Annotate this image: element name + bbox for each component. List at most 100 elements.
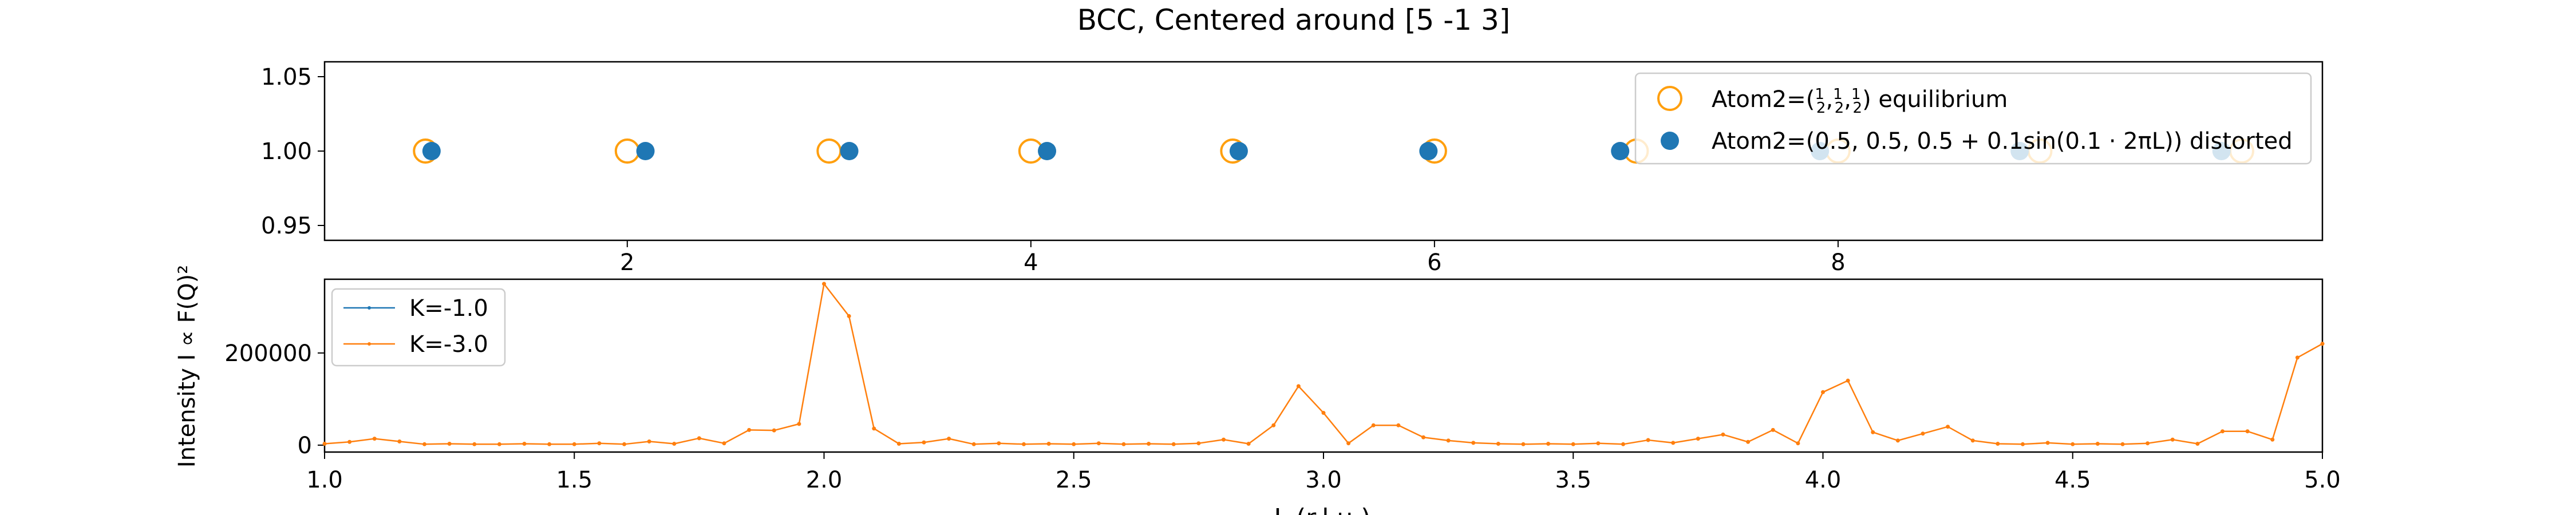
k3-point	[797, 422, 801, 426]
k3-point	[872, 426, 876, 431]
top-x-tick-label: 8	[1831, 249, 1845, 276]
legend-marker-equilibrium	[1657, 86, 1682, 111]
bottom-x-tick-label: 2.0	[806, 467, 843, 493]
k3-point	[1621, 442, 1625, 446]
k3-point	[1696, 437, 1700, 441]
top-y-tick-label: 0.95	[261, 213, 312, 239]
distorted-point	[840, 142, 859, 160]
k3-point	[922, 440, 926, 445]
k3-point	[1147, 442, 1151, 446]
k3-point	[447, 442, 452, 446]
k3-point	[1796, 441, 1800, 446]
k3-point	[1671, 441, 1676, 445]
top-y-tick-label: 1.05	[261, 64, 312, 90]
k3-point	[1121, 442, 1126, 446]
top-legend: Atom2=(1 2,1 2,1 2) equilibrium Atom2=(0.5,…	[1634, 72, 2312, 165]
k3-point	[1196, 441, 1201, 446]
k3-point	[2195, 442, 2200, 446]
k3-point	[2270, 437, 2275, 442]
k3-point	[2071, 442, 2075, 446]
k3-point	[1821, 390, 1825, 394]
bottom-x-tick-label: 4.0	[1805, 467, 1842, 493]
k3-point	[1521, 442, 1526, 446]
legend-dot-k3	[368, 342, 371, 346]
bottom-x-axis-label: L (r.l.u.)	[1274, 504, 1371, 515]
figure-title: BCC, Centered around [5 -1 3]	[1077, 3, 1511, 37]
k3-point	[2095, 442, 2100, 446]
series-line-k3	[324, 283, 2323, 445]
k3-point	[1022, 442, 1026, 446]
bottom-y-axis-label: Intensity I ∝ F(Q)²	[174, 265, 200, 468]
bottom-y-tick-label: 0	[298, 433, 312, 459]
k3-point	[397, 439, 402, 443]
equilibrium-point	[614, 138, 640, 164]
legend-dot-k1	[368, 306, 371, 310]
k3-point	[2120, 442, 2125, 446]
k3-point	[597, 441, 602, 446]
k3-point	[2295, 355, 2300, 360]
k3-point	[1571, 442, 1575, 446]
equilibrium-point	[816, 138, 842, 164]
k3-point	[697, 436, 701, 441]
bottom-x-tick-label: 5.0	[2304, 467, 2341, 493]
k3-point	[497, 442, 501, 446]
k3-point	[2320, 342, 2325, 346]
top-legend-box	[1634, 72, 2312, 165]
k3-point	[422, 442, 426, 446]
k3-point	[896, 442, 901, 446]
k3-point	[822, 282, 826, 286]
top-x-tick-label: 2	[620, 249, 634, 276]
k3-point	[847, 314, 851, 318]
k3-point	[672, 442, 677, 446]
k3-point	[1646, 438, 1650, 442]
k3-point	[1271, 423, 1276, 427]
legend-label-distorted: Atom2=(0.5, 0.5, 0.5 + 0.1sin(0.1 · 2πL)…	[1712, 128, 2293, 154]
k3-point	[347, 439, 352, 444]
k3-point	[1895, 438, 1900, 443]
legend-marker-distorted	[1661, 132, 1679, 150]
legend-label-k1: K=-1.0	[409, 295, 488, 322]
top-x-tick-label: 4	[1024, 249, 1038, 276]
bottom-x-tick-label: 1.5	[556, 467, 592, 493]
legend-label-equilibrium: Atom2=(1 2,1 2,1 2) equilibrium	[1712, 86, 2008, 117]
k3-point	[772, 428, 776, 433]
bottom-axis-ticks: 1.0 1.5 2.0 2.5 3.0 3.5 4.0 4.5 5.0 0 200000	[224, 340, 2341, 493]
distorted-point	[1419, 142, 1438, 160]
top-x-tick-label: 6	[1427, 249, 1441, 276]
k3-point	[1046, 442, 1051, 446]
k3-point	[1371, 423, 1376, 427]
k3-point	[1346, 441, 1351, 446]
k3-point	[2045, 441, 2050, 445]
k3-point	[971, 442, 976, 446]
k3-point	[1246, 442, 1251, 446]
k3-point	[472, 442, 477, 446]
distorted-point	[1229, 142, 1248, 160]
k3-point	[2170, 437, 2175, 442]
k3-point	[1496, 442, 1500, 446]
k3-point	[547, 442, 552, 446]
k3-point	[1096, 441, 1101, 446]
k3-point	[1296, 384, 1301, 389]
k3-point	[1721, 432, 1725, 437]
k3-point	[647, 439, 651, 443]
k3-point	[747, 427, 752, 432]
k3-point	[1746, 439, 1751, 444]
k3-point	[1771, 427, 1775, 432]
k3-point	[1171, 442, 1176, 446]
k3-point	[2146, 441, 2150, 446]
bottom-x-tick-label: 4.5	[2055, 467, 2091, 493]
bottom-x-tick-label: 3.5	[1555, 467, 1591, 493]
bottom-panel-frame	[323, 278, 2324, 453]
bottom-panel: 1.0 1.5 2.0 2.5 3.0 3.5 4.0 4.5 5.0 0 200000 Inten…	[174, 265, 2341, 515]
k3-point	[997, 441, 1001, 446]
legend-label-k3: K=-3.0	[409, 331, 488, 358]
k3-point	[2021, 442, 2025, 446]
k3-point	[722, 441, 726, 446]
k3-point	[1996, 442, 2000, 446]
k3-point	[1471, 441, 1476, 445]
bottom-data-series	[322, 282, 2325, 446]
k3-point	[1846, 378, 1850, 383]
k3-point	[372, 437, 377, 441]
top-y-tick-label: 1.00	[261, 138, 312, 165]
